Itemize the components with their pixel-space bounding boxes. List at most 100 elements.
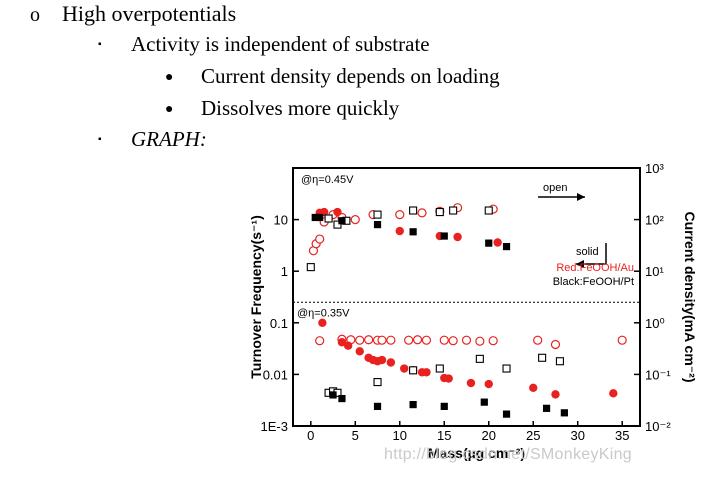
annotation-open: open [543,182,567,194]
data-point-open-square [484,206,493,215]
data-point-filled-square [373,402,382,410]
data-point-open-circle [475,336,485,346]
bullet-level1: o High overpotentials [30,1,236,27]
data-point-filled-circle [333,207,342,217]
x-tick-label: 15 [437,428,451,443]
data-point-open-square [475,354,484,363]
bullet-marker: ● [165,70,174,85]
data-point-open-square [306,263,315,272]
data-point-open-square [409,206,418,215]
data-point-open-circle [448,336,458,346]
data-point-open-square [409,366,418,375]
y-right-axis-label: Current density(mA cm⁻²) [682,211,698,382]
data-point-filled-circle [529,383,538,392]
open-arrow-head [577,193,585,201]
y-right-tick-label: 10⁻¹ [645,367,671,382]
bullet-marker: ▪ [98,39,102,50]
data-point-filled-square [311,213,319,222]
data-point-open-square [435,364,444,373]
data-point-filled-square [440,232,448,240]
data-point-filled-square [409,228,417,236]
data-point-open-circle [421,335,432,345]
data-point-filled-circle [355,347,364,356]
data-point-open-square [373,378,382,387]
data-point-filled-square [409,400,417,409]
data-point-filled-square [502,410,511,418]
x-tick-label: 5 [352,428,359,443]
y-right-tick-label: 10¹ [645,264,664,279]
data-point-open-circle [617,335,627,345]
annotation-upper-overpotential: @η=0.45V [301,174,354,186]
x-tick-label: 35 [615,428,629,443]
x-tick-label: 25 [526,428,540,443]
data-point-filled-circle [551,390,560,399]
data-point-open-square [449,206,458,215]
data-point-filled-circle [386,358,396,367]
x-axis-label: Mass(µg cm⁻²) [428,445,525,461]
data-point-filled-square [485,239,493,247]
data-point-open-circle [364,335,374,345]
bullet-level3-current: ● Current density depends on loading [165,64,500,89]
data-point-filled-circle [466,378,476,388]
y-right-tick-label: 10⁰ [645,316,665,331]
data-point-open-circle [377,335,387,345]
data-point-filled-circle [377,355,387,365]
data-point-open-circle [315,336,325,346]
data-point-filled-circle [493,238,502,247]
data-point-filled-square [502,242,511,251]
data-point-filled-circle [318,318,327,327]
data-point-open-circle [404,335,414,345]
data-point-filled-circle [400,364,409,373]
x-tick-label: 10 [393,428,407,443]
bullet-marker: o [30,4,40,26]
bullet-marker: ▪ [98,134,102,145]
data-point-filled-circle [484,379,493,389]
data-point-open-square [555,357,564,366]
data-point-open-circle [461,335,472,345]
data-point-filled-square [440,402,448,410]
x-tick-label: 30 [570,428,584,443]
data-point-open-square [373,210,382,219]
data-point-filled-square [338,394,346,403]
x-tick-label: 20 [482,428,496,443]
bullet-text: GRAPH: [131,127,207,151]
data-point-open-circle [550,339,561,350]
y-right-tick-label: 10² [645,213,664,228]
bullet-text: Dissolves more quickly [201,96,400,120]
y-right-tick-label: 10³ [645,161,664,176]
data-point-filled-circle [444,374,453,383]
data-point-open-circle [412,335,423,345]
y-left-tick-label: 0.1 [270,316,288,331]
y-left-tick-label: 1E-3 [261,419,288,434]
data-point-filled-square [338,217,346,225]
data-point-open-square [324,214,333,223]
data-point-open-circle [488,336,498,346]
data-point-open-circle [350,214,360,225]
data-point-filled-square [316,213,324,222]
data-point-filled-square [542,404,551,412]
plot-area: 0 5 10 15 20 25 30 35 1E-3 0.01 0.1 1 10 10⁻² 10⁻¹ 10⁰ 1… [248,161,698,461]
legend-red: Red:FeOOH/Au [556,262,634,274]
data-point-open-circle [417,208,427,218]
data-point-open-circle [315,234,325,244]
bullet-level3-dissolves: ● Dissolves more quickly [165,96,399,121]
data-point-filled-circle [337,338,347,347]
data-point-filled-circle [453,232,462,242]
data-point-open-circle [355,335,365,345]
data-point-filled-circle [609,389,618,398]
annotation-solid: solid [576,246,599,258]
bullet-text: High overpotentials [62,1,237,26]
annotation-lower-overpotential: @η=0.35V [297,307,350,319]
bullet-level2-activity: ▪ Activity is independent of substrate [98,32,430,57]
data-point-open-square [435,208,444,217]
y-left-tick-label: 10 [274,213,288,228]
y-left-axis-label: Turnover Frequency(s⁻¹) [248,215,264,379]
y-right-tick-label: 10⁻² [645,419,671,434]
bullet-text: Current density depends on loading [201,64,500,88]
data-point-open-square [333,220,342,229]
data-point-filled-circle [422,368,431,377]
bullet-text: Activity is independent of substrate [131,32,430,56]
bullet-level2-graph: ▪ GRAPH: [98,127,207,152]
data-point-filled-square [329,391,337,399]
plot-frame [292,167,641,427]
